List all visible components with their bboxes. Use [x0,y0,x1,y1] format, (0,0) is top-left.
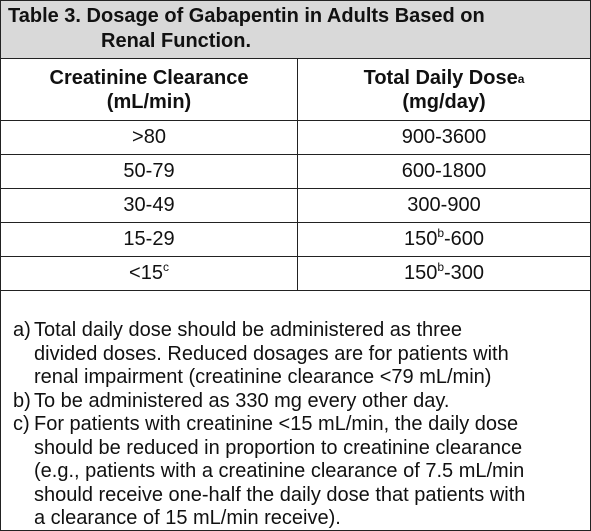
footnote-mark: c) [13,413,30,435]
table-row: 30-49 300-900 [1,188,590,223]
clearance-value: 30-49 [123,194,175,216]
clearance-cell: >80 [1,120,298,155]
dose-cell: 600-1800 [297,154,590,189]
header-col1-line2: (mL/min) [106,90,192,113]
dose-footnote-mark: b [437,260,445,274]
dose-cell: 900-3600 [297,120,590,155]
clearance-footnote-mark: c [162,260,169,274]
dosage-table: Creatinine Clearance (mL/min) Total Dail… [1,59,590,291]
clearance-value: 15-29 [123,228,175,250]
footnote-line: (e.g., patients with a creatinine cleara… [34,460,525,482]
header-col2-line2: (mg/day) [402,90,486,113]
footnote-line: renal impairment (creatinine clearance <… [34,366,492,388]
table-footnotes: a) Total daily dose should be administer… [1,319,590,531]
table-row: 50-79 600-1800 [1,154,590,189]
footnote-mark: a) [13,319,31,341]
footnote-line: should receive one-half the daily dose t… [34,483,526,506]
dose-footnote-mark: b [437,226,445,240]
header-col2-line1: Total Daily Dose [363,66,518,89]
clearance-value: <15 [129,262,163,284]
clearance-value: 50-79 [123,160,175,182]
footnote-a: a) Total daily dose should be administer… [1,319,590,390]
clearance-value: >80 [132,126,166,148]
footnote-line: Total daily dose should be administered … [34,319,463,341]
table-title: Table 3. Dosage of Gabapentin in Adults … [1,1,590,59]
clearance-cell: <15c [1,256,298,291]
footnote-b: b) To be administered as 330 mg every ot… [1,390,590,414]
footnote-c: c) For patients with creatinine <15 mL/m… [1,413,590,531]
header-col2-footnote-mark: a [517,71,525,86]
dose-cell: 150b-300 [297,256,590,291]
table-title-line-1: Table 3. Dosage of Gabapentin in Adults … [8,5,485,27]
dose-cell: 300-900 [297,188,590,223]
dose-cell: 150b-600 [297,222,590,257]
header-col1-line1: Creatinine Clearance [49,66,249,89]
table-row: 15-29 150b-600 [1,222,590,257]
table-row: >80 900-3600 [1,120,590,155]
clearance-cell: 30-49 [1,188,298,223]
header-total-daily-dose: Total Daily Dosea (mg/day) [297,59,590,121]
footnote-line: should be reduced in proportion to creat… [34,436,523,459]
header-creatinine-clearance: Creatinine Clearance (mL/min) [1,59,298,121]
footnote-line: To be administered as 330 mg every other… [34,389,450,412]
dose-value: 600-1800 [401,160,487,182]
footnote-mark: b) [13,389,31,412]
clearance-cell: 15-29 [1,222,298,257]
footnote-line: For patients with creatinine <15 mL/min,… [34,413,519,435]
dose-value: 150 [403,262,438,284]
footnote-line: a clearance of 15 mL/min receive). [34,507,341,529]
header-row: Creatinine Clearance (mL/min) Total Dail… [1,59,590,121]
table-title-line-2: Renal Function. [101,30,251,52]
dose-value: 150 [403,228,438,250]
table-row: <15c 150b-300 [1,256,590,291]
dose-value-tail: -600 [444,228,485,250]
clearance-cell: 50-79 [1,154,298,189]
dose-value-tail: -300 [444,262,485,284]
dose-value: 300-900 [407,194,481,216]
dose-value: 900-3600 [401,126,487,148]
footnote-line: divided doses. Reduced dosages are for p… [34,342,509,365]
